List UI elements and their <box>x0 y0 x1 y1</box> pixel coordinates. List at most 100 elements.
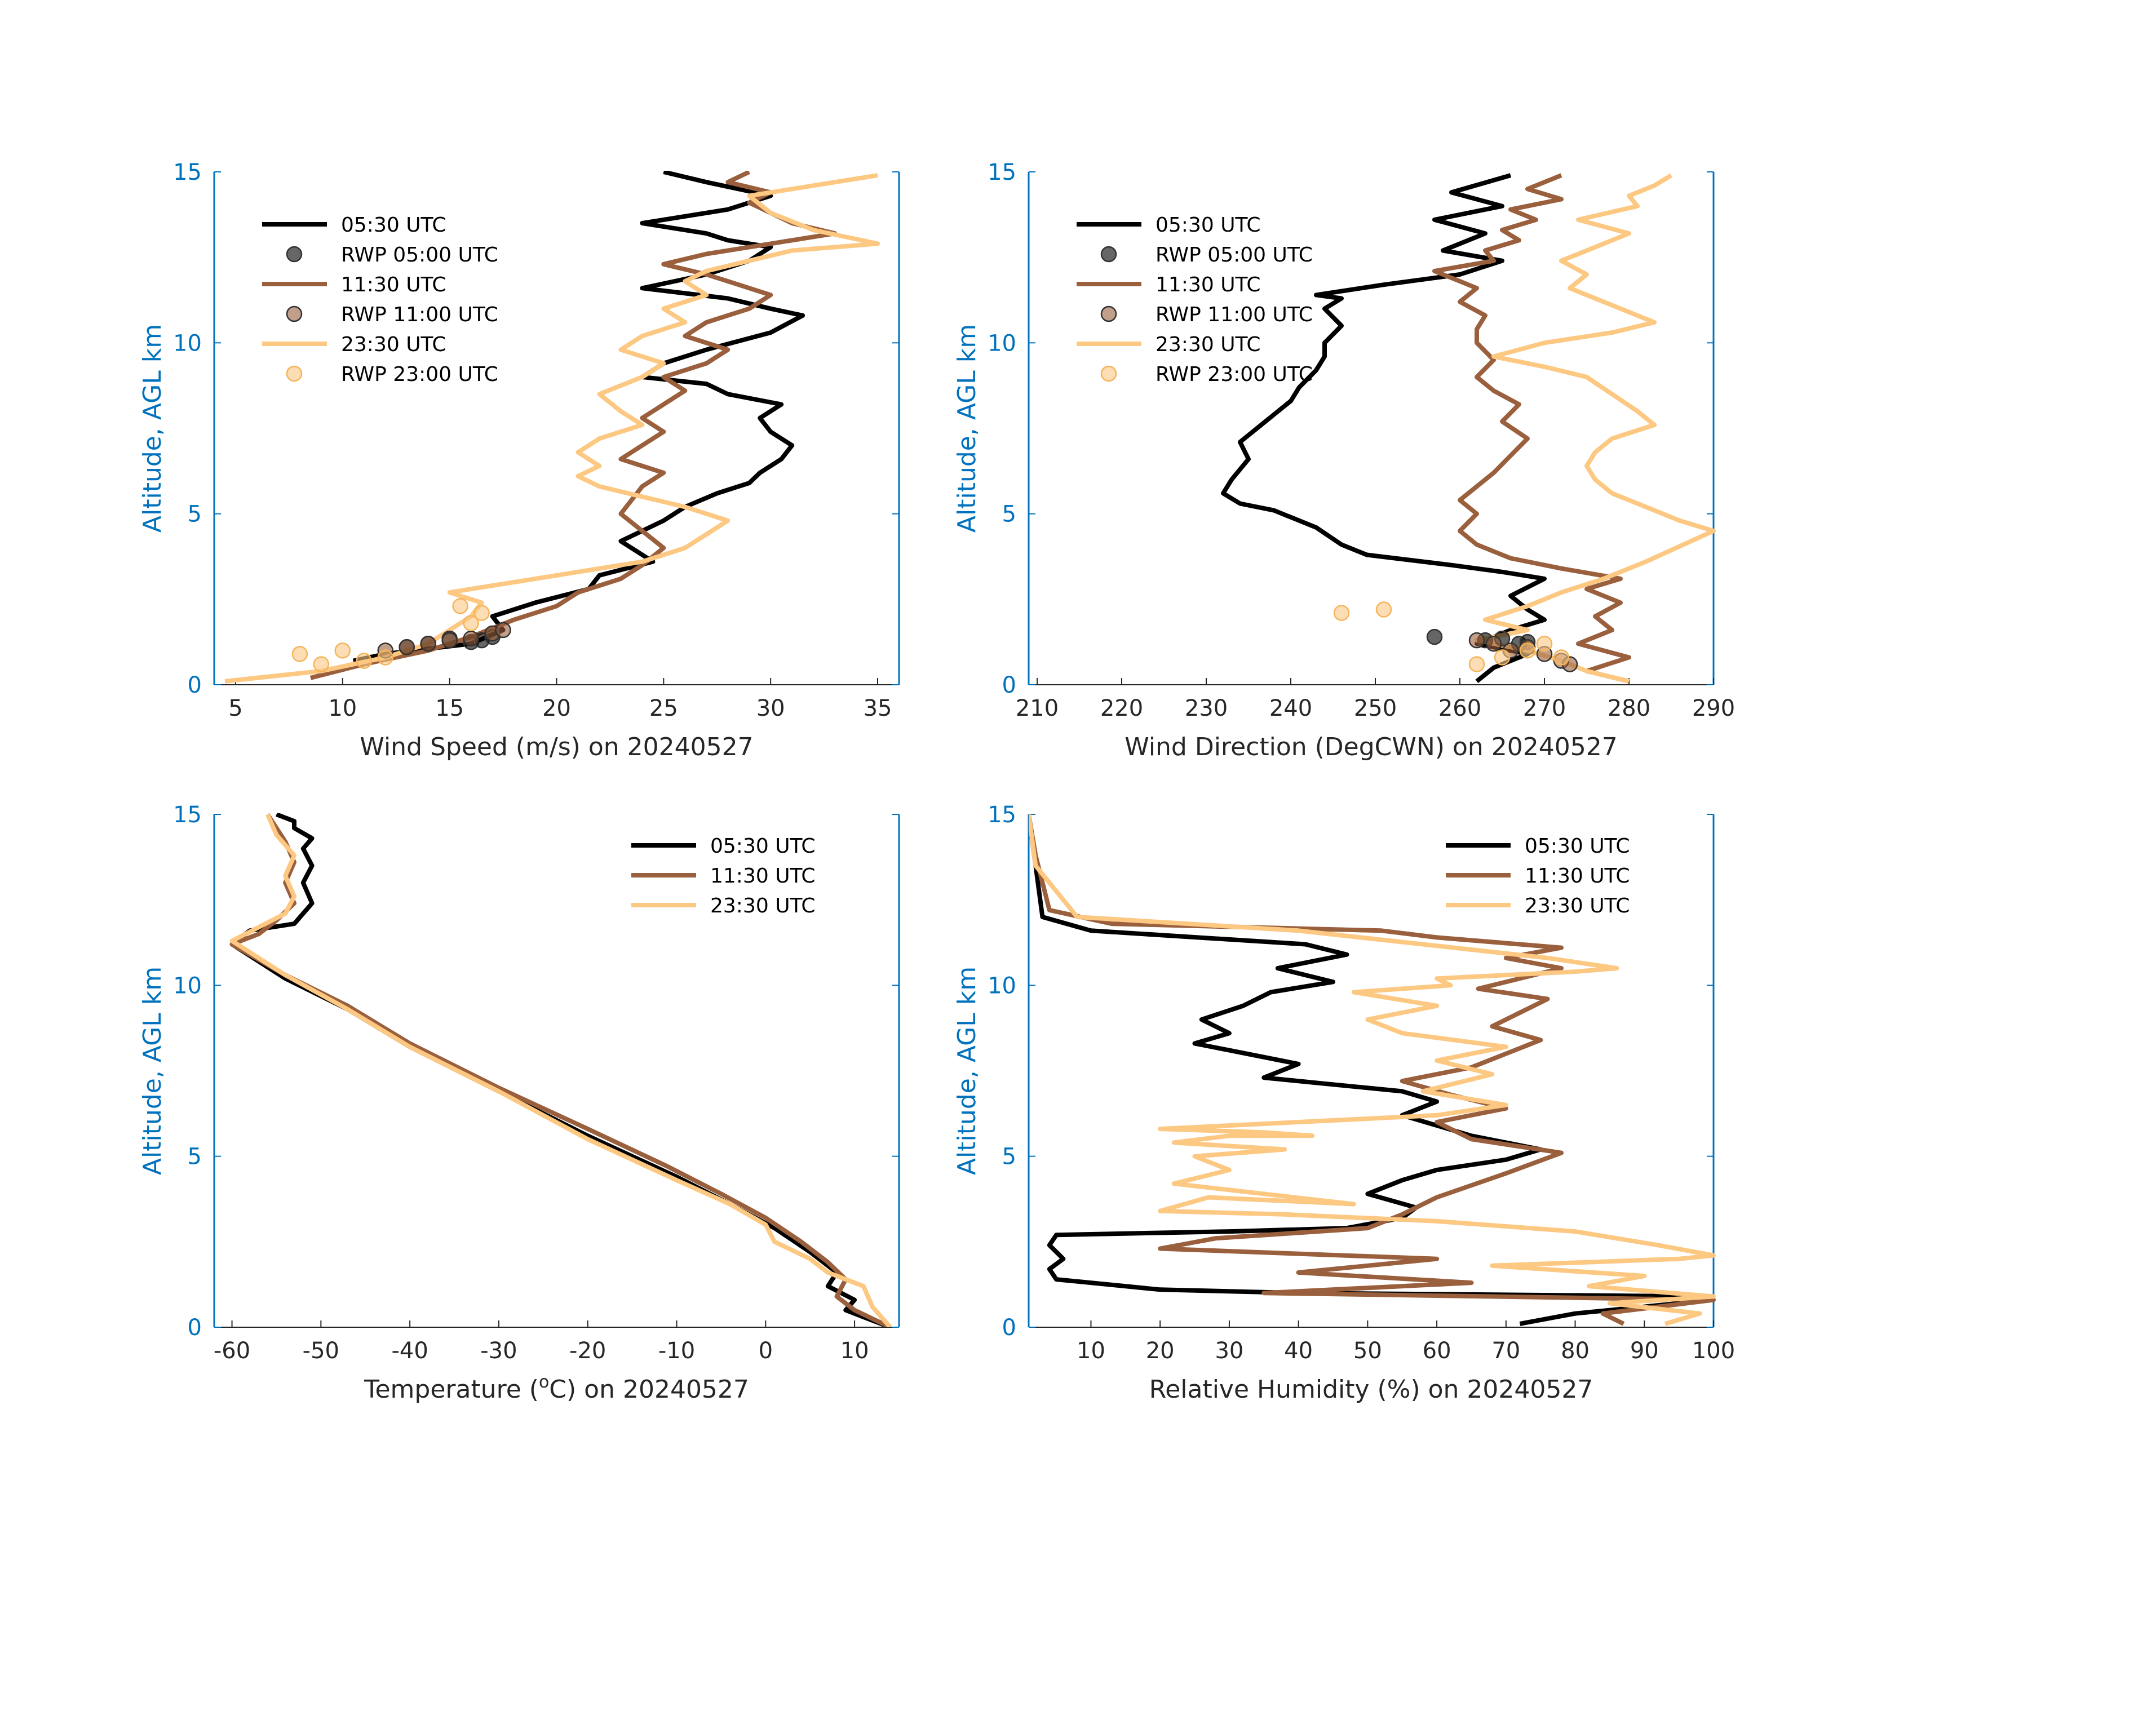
legend-label: RWP 11:00 UTC <box>1156 303 1313 326</box>
x-tick-label: -30 <box>480 1338 517 1364</box>
y-tick-label: 15 <box>988 802 1016 828</box>
rwp-point <box>313 656 330 672</box>
rwp-point <box>1553 649 1570 666</box>
rwp-point <box>399 639 415 655</box>
series-line-1130UTC <box>1029 814 1716 1326</box>
legend: 05:30 UTC RWP 05:00 UTC 11:30 UTC RWP 11:00… <box>262 214 498 386</box>
x-tick-label: 5 <box>228 695 242 721</box>
legend-label: 05:30 UTC <box>710 835 816 858</box>
y-axis-label: Altitude, AGL km <box>138 967 167 1175</box>
legend: 05:30 UTC RWP 05:00 UTC 11:30 UTC RWP 11:00… <box>1077 214 1313 386</box>
rwp-point <box>1468 632 1485 649</box>
rwp-point <box>334 642 351 659</box>
y-tick-label: 5 <box>1002 502 1016 528</box>
legend-label: 11:30 UTC <box>1525 865 1630 888</box>
rwp-point <box>1468 656 1485 672</box>
legend-swatch-marker <box>286 365 303 382</box>
legend-label: 05:30 UTC <box>1156 214 1261 237</box>
y-tick-label: 10 <box>173 330 202 356</box>
plot-area <box>224 171 880 684</box>
rwp-point <box>441 632 458 649</box>
legend-label: 11:30 UTC <box>341 273 446 296</box>
chart-temperature: -60 -50 -40 -30 -20 -10 0 10 0 5 10 15 Temperature (… <box>138 802 900 1404</box>
rwp-point <box>1333 605 1350 621</box>
rwp-point <box>473 605 490 621</box>
rwp-point <box>377 649 393 666</box>
rwp-point <box>1485 635 1502 652</box>
legend-swatch-marker <box>1100 246 1117 263</box>
series-line-2330UTC <box>1475 173 1716 684</box>
rwp-point <box>495 622 511 639</box>
rwp-point <box>1519 642 1536 659</box>
x-axis-label: Wind Direction (DegCWN) on 20240527 <box>1125 733 1617 761</box>
x-tick-label: 20 <box>542 695 571 721</box>
series-line-1130UTC <box>229 813 891 1327</box>
legend-label: RWP 11:00 UTC <box>341 303 498 326</box>
x-tick-label: 10 <box>1077 1338 1105 1364</box>
y-tick-label: 5 <box>188 1144 202 1170</box>
plot-area <box>1029 814 1716 1326</box>
legend-label: 11:30 UTC <box>710 865 816 888</box>
x-tick-label: -40 <box>391 1338 428 1364</box>
y-tick-label: 0 <box>188 672 202 698</box>
y-tick-label: 0 <box>188 1315 202 1341</box>
rwp-point <box>463 630 479 647</box>
x-tick-label: 0 <box>759 1338 773 1364</box>
x-tick-label: 100 <box>1692 1338 1735 1364</box>
legend-label: 11:30 UTC <box>1156 273 1261 296</box>
legend-swatch-marker <box>1100 305 1117 322</box>
x-tick-label: 240 <box>1269 695 1312 721</box>
x-tick-label: -20 <box>569 1338 606 1364</box>
legend-label: 05:30 UTC <box>1525 835 1630 858</box>
chart-relative-humidity: 10 20 30 40 50 60 70 80 90 100 0 5 10 15 Relative Humi… <box>953 802 1735 1404</box>
plot-area <box>229 813 892 1327</box>
x-axis-label: Wind Speed (m/s) on 20240527 <box>360 733 753 761</box>
legend-label: 23:30 UTC <box>1525 894 1630 918</box>
rwp-point <box>291 646 308 662</box>
y-axis-label: Altitude, AGL km <box>138 324 167 533</box>
x-tick-label: -60 <box>214 1338 250 1364</box>
x-tick-label: 30 <box>1215 1338 1243 1364</box>
rwp-point <box>420 635 436 652</box>
x-tick-label: 220 <box>1100 695 1143 721</box>
x-tick-label: -50 <box>303 1338 339 1364</box>
series-line-2330UTC <box>1029 814 1716 1326</box>
series-line-0530UTC <box>1221 173 1547 684</box>
y-tick-label: 5 <box>1002 1144 1016 1170</box>
y-tick-label: 15 <box>173 159 202 185</box>
y-tick-label: 10 <box>988 973 1016 999</box>
y-tick-label: 10 <box>173 973 202 999</box>
legend-label: 05:30 UTC <box>341 214 446 237</box>
chart-wind-direction: 210 220 230 240 250 260 270 280 290 0 5 10 15 Wind Di… <box>953 159 1735 761</box>
x-tick-label: 260 <box>1438 695 1481 721</box>
x-tick-label: 20 <box>1146 1338 1175 1364</box>
x-tick-label: 290 <box>1692 695 1735 721</box>
y-tick-label: 0 <box>1002 1315 1016 1341</box>
y-axis-label: Altitude, AGL km <box>953 967 981 1175</box>
x-axis-label: Relative Humidity (%) on 20240527 <box>1149 1375 1593 1404</box>
rwp-point <box>1494 649 1511 666</box>
x-tick-label: 15 <box>435 695 464 721</box>
rwp-point <box>1426 628 1443 645</box>
y-tick-label: 15 <box>173 802 202 828</box>
x-tick-label: 280 <box>1608 695 1650 721</box>
x-axis-label: Temperature (oC) on 20240527 <box>364 1372 749 1404</box>
x-tick-label: 90 <box>1630 1338 1659 1364</box>
x-tick-label: 60 <box>1423 1338 1451 1364</box>
x-tick-label: 40 <box>1284 1338 1313 1364</box>
x-tick-label: 70 <box>1491 1338 1520 1364</box>
y-axis-label: Altitude, AGL km <box>953 324 981 533</box>
legend-label: RWP 23:00 UTC <box>341 363 498 386</box>
legend-label: RWP 05:00 UTC <box>1156 243 1313 267</box>
rwp-point <box>463 615 479 632</box>
legend: 05:30 UTC 11:30 UTC 23:30 UTC <box>631 835 816 918</box>
legend-label: RWP 23:00 UTC <box>1156 363 1313 386</box>
plot-area <box>1221 173 1716 684</box>
series-line-2330UTC <box>224 173 880 684</box>
y-tick-label: 15 <box>988 159 1016 185</box>
legend-label: 23:30 UTC <box>341 333 446 356</box>
legend-label: RWP 05:00 UTC <box>341 243 498 267</box>
legend-label: 23:30 UTC <box>1156 333 1261 356</box>
y-tick-label: 10 <box>988 330 1016 356</box>
